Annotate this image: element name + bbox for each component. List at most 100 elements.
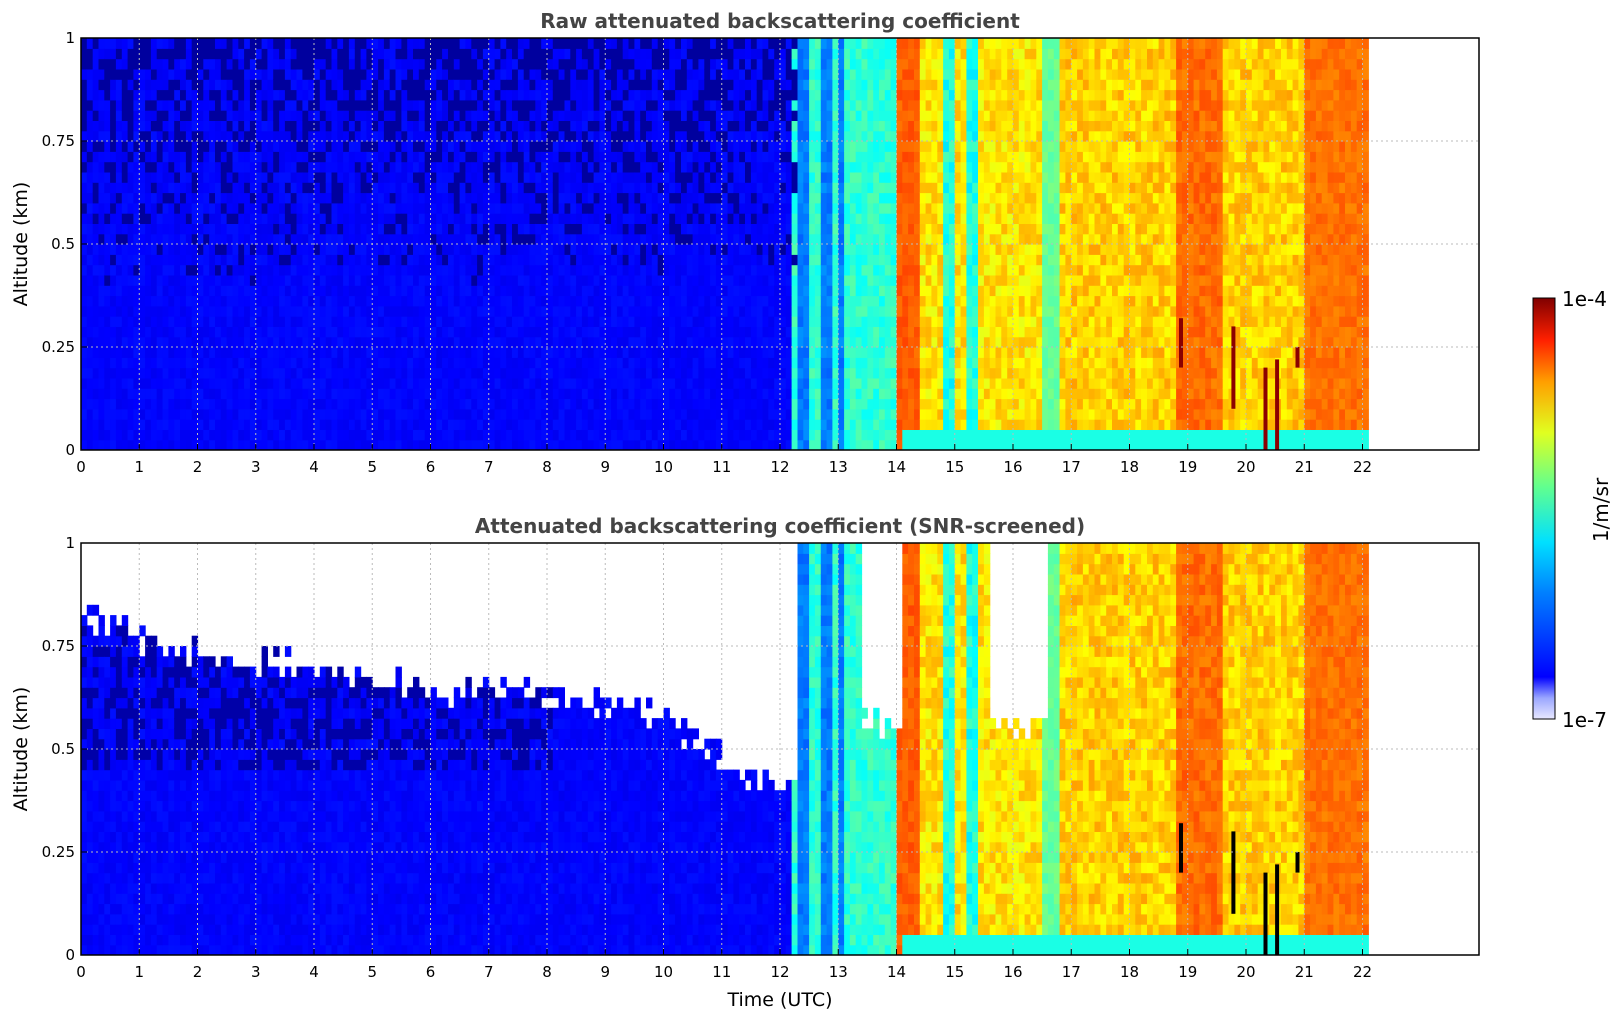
heatmap-cell — [797, 408, 804, 420]
heatmap-cell — [675, 192, 682, 204]
heatmap-cell — [185, 357, 193, 369]
heatmap-cell — [465, 233, 472, 245]
heatmap-cell — [453, 254, 461, 266]
heatmap-cell — [156, 285, 164, 297]
heatmap-cell — [401, 326, 408, 338]
heatmap-cell — [710, 151, 717, 163]
heatmap-cell — [261, 347, 268, 358]
heatmap-cell — [803, 367, 810, 379]
heatmap-cell — [517, 192, 525, 204]
heatmap-cell — [319, 68, 327, 80]
heatmap-cell — [739, 295, 746, 307]
heatmap-cell — [389, 429, 397, 441]
heatmap-cell — [244, 429, 251, 441]
heatmap-cell — [244, 336, 251, 348]
heatmap-cell — [698, 285, 705, 297]
heatmap-cell — [220, 89, 228, 101]
heatmap-cell — [611, 388, 618, 400]
heatmap-cell — [115, 68, 123, 80]
heatmap-cell — [698, 223, 705, 235]
heatmap-cell — [681, 244, 688, 255]
heatmap-cell — [587, 305, 595, 317]
heatmap-cell — [762, 192, 769, 204]
heatmap-cell — [500, 419, 507, 430]
heatmap-cell — [378, 388, 385, 400]
heatmap-cell — [104, 161, 111, 173]
heatmap-cell — [535, 151, 542, 163]
heatmap-cell — [401, 89, 408, 101]
heatmap-cell — [261, 68, 268, 80]
heatmap-cell — [81, 285, 88, 297]
heatmap-cell — [459, 202, 466, 214]
heatmap-cell — [261, 182, 268, 194]
heatmap-cell — [203, 161, 210, 173]
heatmap-cell — [663, 357, 670, 369]
heatmap-cell — [529, 264, 536, 276]
heatmap-cell — [273, 388, 280, 400]
heatmap-cell — [727, 388, 734, 400]
heatmap-cell — [191, 79, 199, 91]
heatmap-cell — [395, 429, 402, 441]
heatmap-cell — [348, 357, 356, 369]
heatmap-cell — [284, 58, 292, 70]
heatmap-cell — [715, 161, 723, 173]
heatmap-cell — [453, 79, 461, 91]
heatmap-cell — [127, 388, 134, 400]
heatmap-cell — [273, 439, 280, 450]
heatmap-cell — [750, 367, 758, 379]
heatmap-cell — [92, 305, 100, 317]
heatmap-cell — [389, 439, 397, 450]
heatmap-cell — [646, 161, 653, 173]
heatmap-cell — [663, 120, 670, 132]
heatmap-cell — [343, 419, 350, 430]
heatmap-cell — [255, 79, 263, 91]
heatmap-cell — [378, 233, 385, 245]
heatmap-cell — [715, 99, 723, 111]
heatmap-cell — [669, 99, 676, 111]
heatmap-cell — [704, 68, 711, 80]
heatmap-cell — [727, 357, 734, 369]
heatmap-cell — [331, 357, 338, 369]
heatmap-cell — [255, 171, 263, 183]
heatmap-cell — [733, 130, 740, 142]
heatmap-cell — [104, 223, 111, 235]
heatmap-cell — [430, 130, 437, 142]
heatmap-cell — [121, 274, 129, 286]
heatmap-cell — [215, 110, 222, 121]
heatmap-cell — [366, 388, 373, 400]
heatmap-cell — [651, 38, 659, 49]
heatmap-cell — [564, 182, 571, 194]
heatmap-cell — [191, 367, 199, 379]
heatmap-cell — [517, 89, 525, 101]
heatmap-cell — [651, 305, 659, 317]
heatmap-cell — [383, 48, 391, 60]
heatmap-cell — [115, 223, 123, 235]
heatmap-cell — [750, 58, 758, 70]
heatmap-cell — [564, 233, 571, 245]
heatmap-cell — [314, 182, 321, 194]
heatmap-cell — [232, 388, 239, 400]
heatmap-cell — [780, 377, 787, 389]
heatmap-cell — [535, 202, 542, 214]
heatmap-cell — [430, 439, 437, 450]
heatmap-cell — [529, 130, 536, 142]
heatmap-cell — [436, 213, 443, 224]
heatmap-cell — [284, 79, 292, 91]
heatmap-cell — [535, 141, 542, 152]
heatmap-cell — [127, 110, 134, 121]
heatmap-cell — [570, 347, 577, 358]
heatmap-cell — [162, 398, 169, 410]
heatmap-cell — [162, 244, 169, 255]
heatmap-cell — [366, 192, 373, 204]
heatmap-cell — [733, 388, 740, 400]
heatmap-cell — [372, 254, 379, 266]
heatmap-cell — [605, 99, 612, 111]
heatmap-cell — [471, 264, 478, 276]
heatmap-cell — [622, 295, 630, 307]
heatmap-cell — [762, 151, 769, 163]
heatmap-cell — [366, 377, 373, 389]
heatmap-cell — [203, 79, 210, 91]
heatmap-cell — [587, 347, 595, 358]
heatmap-cell — [215, 367, 222, 379]
heatmap-cell — [581, 274, 589, 286]
